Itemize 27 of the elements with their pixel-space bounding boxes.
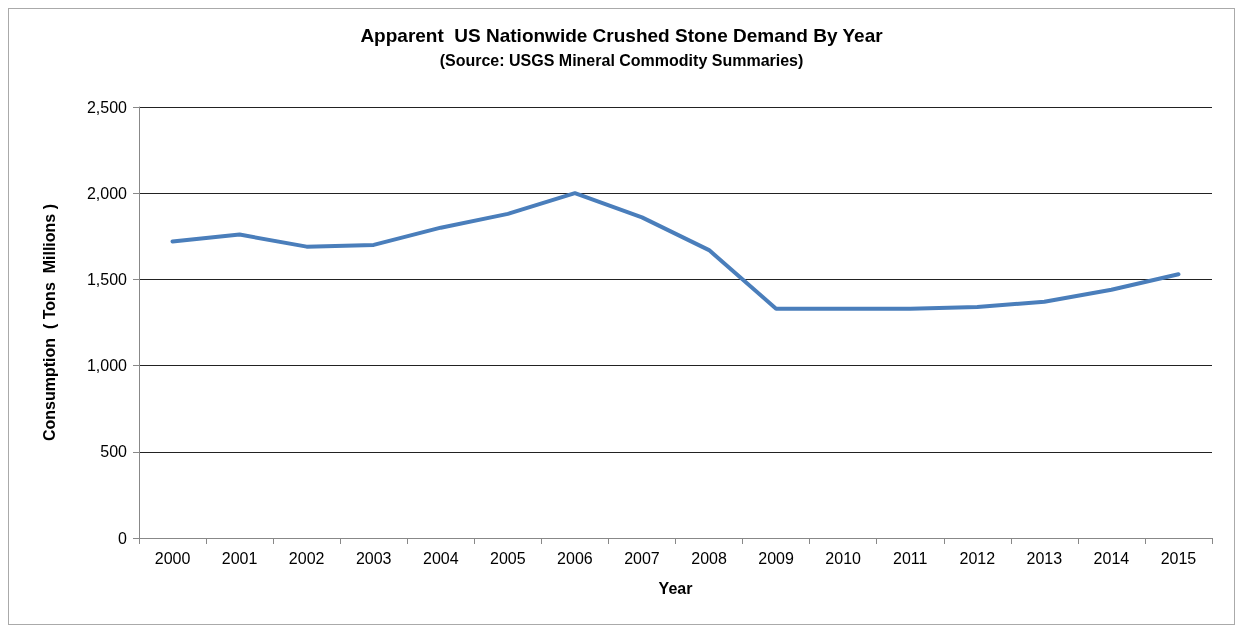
x-tick-label: 2011	[893, 549, 928, 567]
y-tick-label: 1,000	[86, 357, 128, 375]
y-tick-label: 2,000	[86, 184, 128, 202]
x-tick-label: 2015	[1160, 549, 1197, 567]
x-tick-label: 2002	[288, 549, 325, 567]
y-tick-label: 0	[118, 529, 128, 547]
chart-title: Apparent US Nationwide Crushed Stone Demand By Year	[360, 25, 884, 46]
y-tick-label: 500	[100, 443, 128, 461]
x-tick-label: 2010	[825, 549, 862, 567]
x-tick-label: 2006	[557, 549, 593, 567]
x-tick-label: 2000	[154, 549, 191, 567]
y-axis-title: Consumption ( Tons Millions )	[40, 203, 58, 442]
x-axis-title: Year	[658, 579, 693, 597]
x-tick-label: 2009	[758, 549, 794, 567]
x-tick-label: 2014	[1093, 549, 1130, 567]
x-tick-label: 2013	[1026, 549, 1063, 567]
x-tick-label: 2005	[490, 549, 526, 567]
y-tick-label: 2,500	[86, 98, 128, 116]
x-tick-label: 2007	[624, 549, 660, 567]
x-tick-label: 2012	[959, 549, 996, 567]
x-tick-label: 2008	[691, 549, 727, 567]
y-tick-label: 1,500	[86, 270, 128, 288]
chart-subtitle: (Source: USGS Mineral Commodity Summaries)	[439, 51, 804, 69]
x-tick-label: 2004	[422, 549, 459, 567]
x-tick-label: 2001	[221, 549, 258, 567]
line-series	[170, 191, 1181, 311]
x-tick-label: 2003	[355, 549, 392, 567]
